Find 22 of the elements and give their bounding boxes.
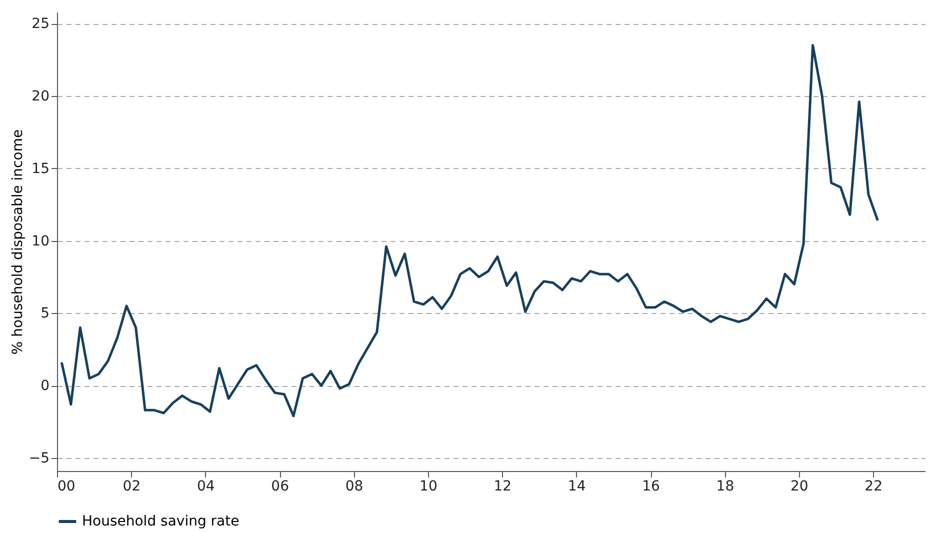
y-tick-label: 20: [32, 88, 50, 104]
x-tick-label: 18: [716, 478, 734, 494]
x-tick-label: 10: [420, 478, 438, 494]
x-tick-label: 20: [790, 478, 808, 494]
x-tick-label: 02: [122, 478, 141, 494]
y-tick-label: −5: [28, 450, 50, 466]
x-tick-label: 12: [494, 478, 512, 494]
y-axis-title: % household disposable income: [10, 129, 26, 355]
x-tick-label: 08: [345, 478, 364, 494]
x-tick-label: 00: [58, 478, 76, 494]
x-tick-label: 22: [864, 478, 882, 494]
y-tick-label: 25: [32, 16, 50, 32]
x-tick-label: 14: [568, 478, 586, 494]
x-tick-label: 16: [642, 478, 660, 494]
legend-label: Household saving rate: [82, 514, 240, 530]
x-tick-label: 06: [271, 478, 290, 494]
y-tick-label: 5: [40, 306, 50, 322]
line-series: [60, 44, 879, 418]
y-tick-label: 15: [32, 160, 50, 177]
y-tick-label: 0: [40, 378, 50, 394]
y-tick-label: 10: [32, 233, 50, 250]
x-tick-label: 04: [196, 478, 215, 494]
